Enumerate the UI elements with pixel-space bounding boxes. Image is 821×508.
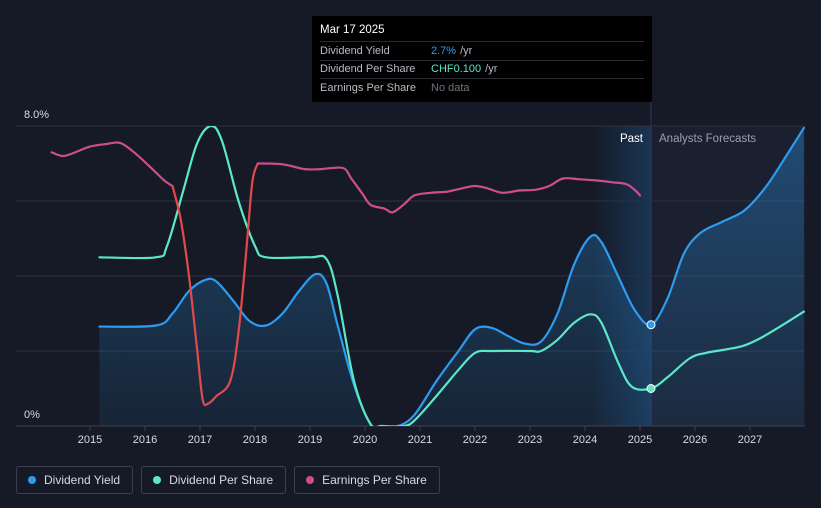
tooltip-row-dividend-per-share: Dividend Per Share CHF0.100 /yr — [320, 59, 644, 79]
legend-label: Earnings Per Share — [322, 473, 427, 487]
past-region-label: Past — [620, 133, 644, 145]
legend-dot-icon — [306, 476, 315, 484]
tooltip-label: Dividend Yield — [320, 44, 390, 57]
x-tick-label: 2019 — [298, 434, 322, 446]
dividend-per-share-line — [98, 126, 805, 426]
y-axis-bottom-label: 0% — [24, 409, 40, 421]
x-tick-label: 2027 — [738, 434, 762, 446]
legend-item-dividend-yield[interactable]: Dividend Yield — [16, 466, 134, 494]
tooltip-value: 2.7% — [431, 44, 457, 57]
legend-item-dividend-per-share[interactable]: Dividend Per Share — [141, 466, 287, 494]
tooltip-row-dividend-yield: Dividend Yield 2.7% /yr — [320, 41, 644, 60]
x-tick-label: 2018 — [243, 434, 267, 446]
x-tick-label: 2023 — [518, 434, 542, 446]
earnings-per-share-line-segment-1 — [171, 162, 259, 407]
tooltip-value: No data — [431, 81, 470, 94]
series-layer — [50, 126, 805, 426]
y-axis-top-label: 8.0% — [24, 109, 49, 121]
tooltip-value: CHF0.100 — [431, 63, 482, 76]
legend-dot-icon — [153, 476, 162, 484]
legend-label: Dividend Per Share — [169, 473, 274, 487]
dividend-per-share-marker[interactable] — [646, 384, 656, 393]
legend-label: Dividend Yield — [44, 473, 121, 487]
tooltip-label: Earnings Per Share — [320, 81, 416, 94]
forecast-region-label: Analysts Forecasts — [659, 133, 756, 145]
legend-item-earnings-per-share[interactable]: Earnings Per Share — [294, 466, 440, 494]
x-tick-label: 2021 — [408, 434, 432, 446]
dividend-yield-area — [99, 127, 804, 426]
x-tick-label: 2022 — [463, 434, 487, 446]
x-tick-label: 2020 — [353, 434, 377, 446]
chart-svg: 2015 2016 2017 2018 2019 2020 2021 2022 2023 2024… — [16, 102, 805, 446]
marker-layer — [646, 320, 656, 393]
legend-dot-icon — [28, 476, 36, 484]
x-tick-label: 2015 — [78, 434, 102, 446]
dividend-yield-marker[interactable] — [646, 320, 656, 330]
x-tick-label: 2024 — [573, 434, 597, 446]
x-tick-label: 2025 — [628, 434, 652, 446]
earnings-per-share-line-segment-0 — [50, 141, 174, 188]
x-axis: 2015 2016 2017 2018 2019 2020 2021 2022 2023 2024… — [78, 426, 762, 446]
tooltip: Mar 17 2025 Dividend Yield 2.7% /yr Divi… — [312, 16, 652, 102]
x-tick-label: 2017 — [188, 434, 212, 446]
legend: Dividend Yield Dividend Per Share Earnin… — [16, 466, 440, 494]
tooltip-date: Mar 17 2025 — [320, 24, 385, 36]
tooltip-unit: /yr — [460, 44, 473, 57]
tooltip-label: Dividend Per Share — [320, 63, 416, 76]
tooltip-unit: /yr — [485, 63, 498, 76]
dividend-yield-line — [98, 126, 805, 426]
x-tick-label: 2026 — [683, 434, 707, 446]
earnings-per-share-line-segment-2 — [256, 162, 642, 214]
x-tick-label: 2016 — [133, 434, 157, 446]
tooltip-row-earnings-per-share: Earnings Per Share No data — [320, 78, 644, 97]
